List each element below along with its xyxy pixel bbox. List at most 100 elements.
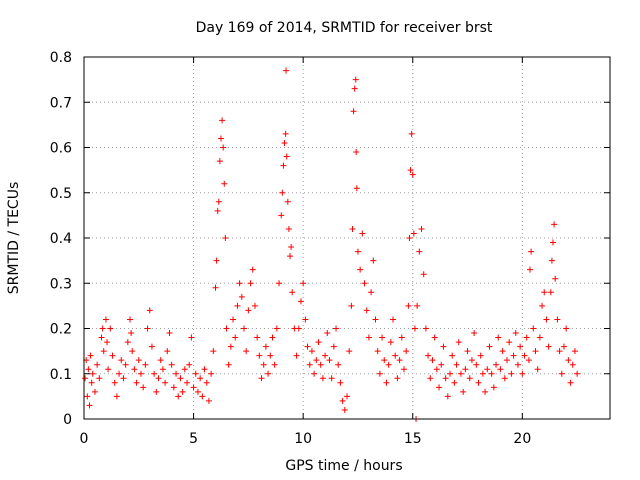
data-point [341, 406, 348, 413]
data-point [488, 370, 495, 377]
data-point [543, 316, 550, 323]
data-point [157, 357, 164, 364]
data-point [493, 361, 500, 368]
data-point [140, 384, 147, 391]
data-point [477, 352, 484, 359]
data-point [142, 361, 149, 368]
data-point [398, 334, 405, 341]
y-tick-label: 0 [63, 412, 72, 428]
data-point [146, 307, 153, 314]
data-point [322, 352, 329, 359]
data-point [394, 375, 401, 382]
data-point [396, 357, 403, 364]
data-point [267, 352, 274, 359]
data-point [107, 325, 114, 332]
data-point [558, 370, 565, 377]
data-point [194, 388, 201, 395]
data-point [238, 293, 245, 300]
data-point [265, 370, 272, 377]
data-point [554, 316, 561, 323]
data-point [234, 302, 241, 309]
data-point [552, 275, 559, 282]
data-point [353, 149, 360, 156]
data-point [363, 307, 370, 314]
data-point [221, 180, 228, 187]
data-point [440, 343, 447, 350]
data-point [352, 76, 359, 83]
data-point [539, 302, 546, 309]
data-point [124, 339, 131, 346]
data-point [317, 361, 324, 368]
data-point [449, 352, 456, 359]
data-point [414, 302, 421, 309]
data-point [260, 361, 267, 368]
data-point [344, 393, 350, 400]
data-point [416, 248, 423, 255]
data-point [499, 348, 506, 355]
data-point [281, 139, 288, 146]
data-point [289, 289, 296, 296]
data-point [243, 348, 250, 355]
data-point [501, 375, 508, 382]
data-point [166, 330, 173, 337]
data-point [534, 366, 541, 373]
data-point [208, 370, 215, 377]
data-point [372, 316, 379, 323]
data-point [308, 348, 315, 355]
data-point [258, 375, 265, 382]
data-point [348, 302, 355, 309]
data-point [365, 334, 372, 341]
data-point [151, 370, 158, 377]
data-point [444, 393, 451, 400]
y-tick-label: 0.7 [50, 95, 72, 111]
data-point [131, 366, 138, 373]
data-point [197, 375, 204, 382]
data-point [486, 343, 493, 350]
data-point [527, 266, 534, 273]
y-tick-label: 0.5 [50, 186, 72, 202]
data-point [406, 235, 413, 241]
data-point [403, 348, 410, 355]
data-point [287, 253, 294, 260]
data-point [525, 357, 532, 364]
y-tick-label: 0.2 [50, 322, 72, 338]
data-point [571, 348, 578, 355]
data-point [337, 379, 344, 386]
data-point [560, 343, 567, 350]
x-axis-label: GPS time / hours [285, 458, 402, 474]
data-point [102, 316, 109, 323]
data-point [563, 325, 570, 332]
points-layer [82, 67, 581, 422]
data-point [111, 379, 118, 386]
data-point [427, 375, 434, 382]
data-point [273, 325, 280, 332]
y-tick-label: 0.6 [50, 141, 72, 157]
data-point [346, 348, 353, 355]
data-point [173, 370, 180, 377]
data-point [532, 348, 539, 355]
data-point [482, 388, 489, 395]
data-point [181, 366, 188, 373]
data-point [137, 370, 144, 377]
y-axis-label: SRMTID / TECUs [6, 182, 22, 295]
data-point [91, 388, 98, 395]
data-point [168, 361, 175, 368]
data-point [236, 280, 243, 287]
data-point [523, 334, 530, 341]
data-point [278, 212, 285, 219]
data-point [536, 334, 543, 341]
data-point [256, 352, 263, 359]
data-point [269, 334, 276, 341]
data-point [376, 370, 383, 377]
data-point [220, 144, 227, 151]
data-point [550, 239, 557, 246]
data-point [86, 402, 93, 409]
data-point [383, 379, 390, 386]
data-point [374, 348, 381, 355]
data-point [128, 330, 135, 337]
data-point [353, 185, 360, 192]
data-point [88, 379, 95, 386]
data-point [276, 280, 283, 287]
data-point [113, 393, 120, 400]
data-point [361, 280, 368, 287]
